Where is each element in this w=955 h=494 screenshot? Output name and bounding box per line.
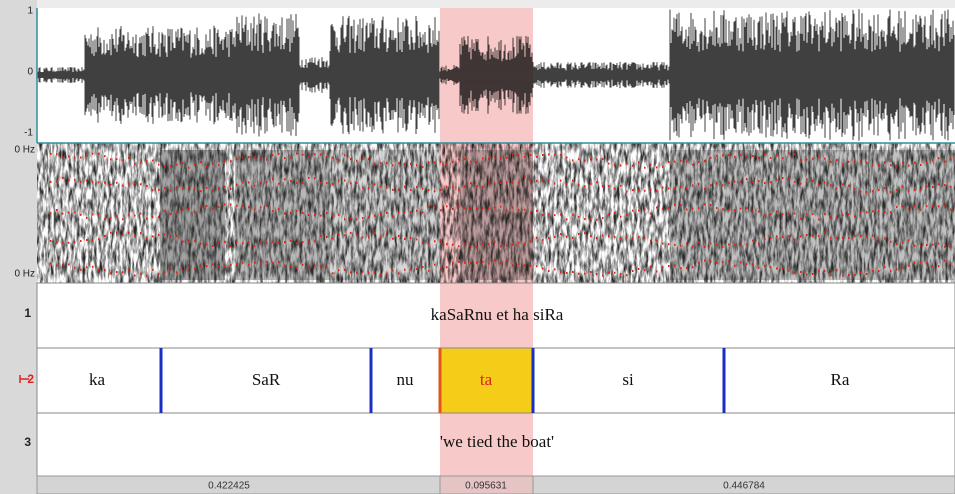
top-margin: [37, 0, 955, 8]
spectrogram-axis-label: 0 Hz: [14, 269, 35, 280]
duration-label: 0.446784: [723, 481, 765, 492]
spectrogram-energy: [330, 150, 440, 280]
waveform-axis-label: -1: [24, 128, 33, 139]
waveform-trace: [37, 9, 955, 141]
duration-bar-selection[interactable]: [439, 475, 534, 494]
tier-number: 2: [27, 372, 34, 386]
interval-label[interactable]: nu: [397, 370, 415, 389]
interval-label[interactable]: Ra: [831, 370, 850, 389]
tier-text[interactable]: 'we tied the boat': [440, 432, 554, 451]
spectrogram-axis-label: 0 Hz: [14, 145, 35, 156]
interval-label[interactable]: ka: [89, 370, 106, 389]
selected-interval[interactable]: [440, 348, 533, 413]
formant-track: [50, 259, 952, 277]
spectrogram-energy: [160, 150, 225, 280]
waveform: [37, 9, 955, 141]
interval-label[interactable]: SaR: [252, 370, 281, 389]
formant-track: [50, 203, 952, 221]
waveform-axis-label: 0: [27, 67, 33, 78]
interval-label[interactable]: ta: [480, 370, 493, 389]
duration-label: 0.422425: [208, 481, 250, 492]
interval-label[interactable]: si: [622, 370, 634, 389]
duration-label: 0.095631: [465, 481, 507, 492]
formant-track: [50, 152, 952, 169]
spectrogram-energy: [460, 150, 533, 280]
spectrogram: [37, 143, 955, 283]
tier-text[interactable]: kaSaRnu et ha siRa: [431, 305, 564, 324]
waveform-axis-label: 1: [27, 6, 33, 17]
spectrogram-energy: [235, 150, 330, 280]
formant-track: [50, 176, 952, 194]
formant-track: [50, 231, 952, 249]
spectrogram-noise: [37, 143, 955, 283]
tier-number: 1: [24, 306, 31, 320]
left-margin: [0, 0, 37, 494]
tier-number: 3: [24, 435, 31, 449]
